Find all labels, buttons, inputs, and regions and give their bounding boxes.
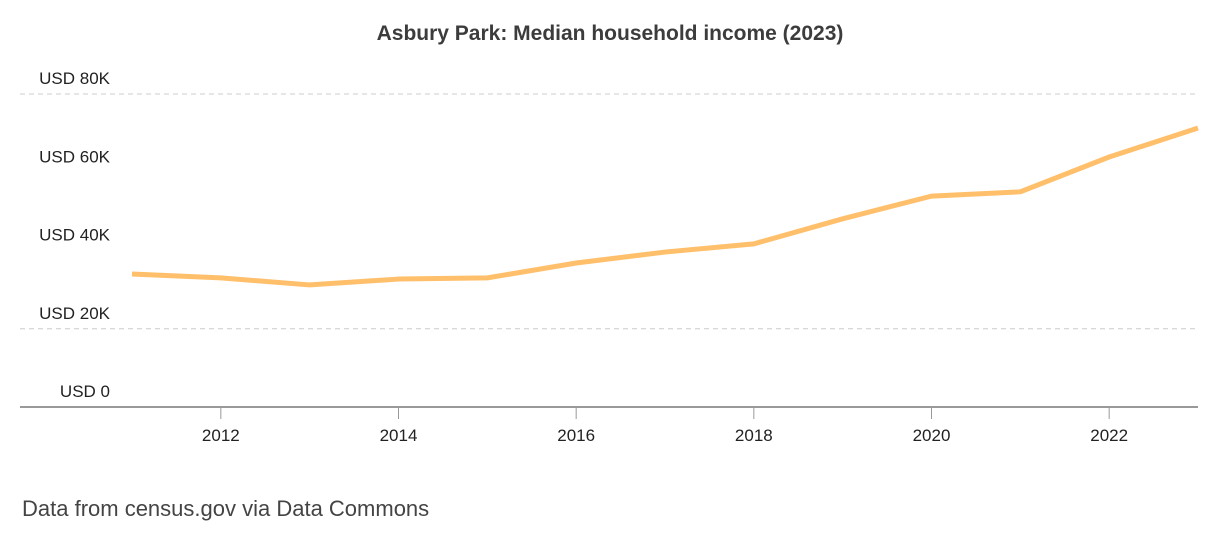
income-series-line [131, 125, 1199, 288]
x-tick-label: 2022 [1090, 426, 1128, 445]
chart-title: Asbury Park: Median household income (20… [376, 22, 844, 45]
y-tick-label: USD 0 [60, 382, 110, 401]
x-tick-label: 2014 [380, 426, 418, 445]
x-tick-label: 2018 [735, 426, 773, 445]
x-tick-label: 2020 [913, 426, 951, 445]
y-tick-label: USD 80K [39, 69, 111, 88]
x-tick-label: 2012 [202, 426, 240, 445]
source-note: Data from census.gov via Data Commons [22, 496, 430, 521]
line-chart: USD 0 USD 20K USD 40K USD 60K USD 80K 2012 201… [20, 69, 1199, 445]
y-tick-label: USD 40K [39, 226, 111, 245]
y-tick-label: USD 60K [39, 147, 111, 166]
y-tick-label: USD 20K [39, 304, 111, 323]
x-tick-label: 2016 [557, 426, 595, 445]
